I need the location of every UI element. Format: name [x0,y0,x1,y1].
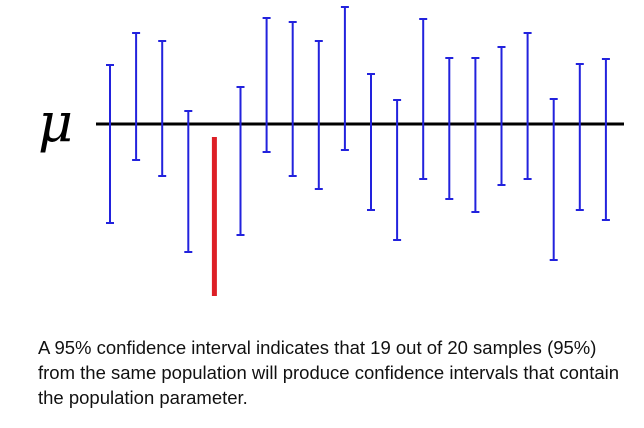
confidence-interval [288,21,297,177]
confidence-interval [340,6,349,151]
interval-group [106,6,610,296]
confidence-interval [497,46,506,186]
confidence-interval [445,57,454,200]
caption-text: A 95% confidence interval indicates that… [38,337,620,408]
confidence-interval [314,40,323,190]
confidence-interval [471,57,480,213]
confidence-interval [236,86,245,236]
confidence-interval [106,64,114,224]
confidence-interval [549,98,558,261]
confidence-interval [419,18,428,180]
confidence-interval [393,99,402,241]
confidence-interval [601,58,610,221]
population-mean-symbol: μ [38,91,73,154]
confidence-interval [575,63,584,211]
confidence-interval [523,32,532,180]
confidence-interval [158,40,167,177]
confidence-interval [262,17,271,153]
confidence-interval [132,32,141,161]
confidence-interval [367,73,375,211]
confidence-interval-diagram: μ [38,6,624,296]
confidence-interval [184,110,193,253]
